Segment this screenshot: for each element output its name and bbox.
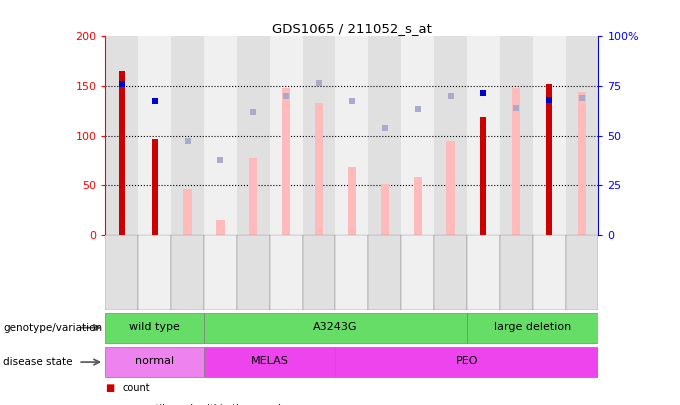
Bar xyxy=(204,36,237,235)
Text: MELAS: MELAS xyxy=(251,356,289,367)
Bar xyxy=(578,92,586,235)
Bar xyxy=(105,36,138,235)
Bar xyxy=(546,84,552,235)
Bar xyxy=(413,177,422,235)
Bar xyxy=(303,235,335,310)
Bar xyxy=(532,36,566,235)
Text: ■: ■ xyxy=(105,404,115,405)
Bar xyxy=(467,235,500,310)
Bar xyxy=(270,235,303,310)
Bar xyxy=(347,167,356,235)
Bar xyxy=(105,235,138,310)
Bar xyxy=(237,36,270,235)
Bar xyxy=(119,71,124,235)
Bar xyxy=(138,235,171,310)
Bar xyxy=(152,139,158,235)
Text: PEO: PEO xyxy=(456,356,478,367)
Bar xyxy=(105,347,204,377)
Bar xyxy=(335,235,369,310)
Bar xyxy=(481,117,486,235)
Bar xyxy=(401,235,434,310)
Text: normal: normal xyxy=(135,356,174,367)
Text: genotype/variation: genotype/variation xyxy=(3,323,103,333)
Bar xyxy=(434,235,467,310)
Title: GDS1065 / 211052_s_at: GDS1065 / 211052_s_at xyxy=(272,22,432,35)
Bar xyxy=(335,36,369,235)
Bar xyxy=(434,36,467,235)
Bar xyxy=(369,235,401,310)
Bar xyxy=(303,36,335,235)
Bar xyxy=(138,36,171,235)
Text: wild type: wild type xyxy=(129,322,180,332)
Bar xyxy=(171,36,204,235)
Bar xyxy=(216,220,224,235)
Text: ■: ■ xyxy=(105,383,115,393)
Bar xyxy=(532,235,566,310)
Bar xyxy=(270,36,303,235)
Bar xyxy=(249,158,258,235)
Bar xyxy=(566,235,598,310)
Bar xyxy=(335,347,598,377)
Text: percentile rank within the sample: percentile rank within the sample xyxy=(122,404,288,405)
Bar xyxy=(566,36,598,235)
Bar xyxy=(237,235,270,310)
Bar xyxy=(500,235,532,310)
Bar xyxy=(184,189,192,235)
Bar xyxy=(204,235,237,310)
Bar xyxy=(467,36,500,235)
Text: A3243G: A3243G xyxy=(313,322,358,332)
Text: disease state: disease state xyxy=(3,357,73,367)
Bar xyxy=(512,88,520,235)
Bar xyxy=(446,141,455,235)
Bar xyxy=(369,36,401,235)
Bar xyxy=(315,103,323,235)
Bar xyxy=(105,313,204,343)
Bar xyxy=(204,347,335,377)
Text: count: count xyxy=(122,383,150,393)
Bar xyxy=(282,88,290,235)
Bar xyxy=(401,36,434,235)
Bar xyxy=(171,235,204,310)
Bar xyxy=(500,36,532,235)
Text: large deletion: large deletion xyxy=(494,322,571,332)
Bar xyxy=(467,313,598,343)
Bar xyxy=(381,184,389,235)
Bar xyxy=(204,313,467,343)
